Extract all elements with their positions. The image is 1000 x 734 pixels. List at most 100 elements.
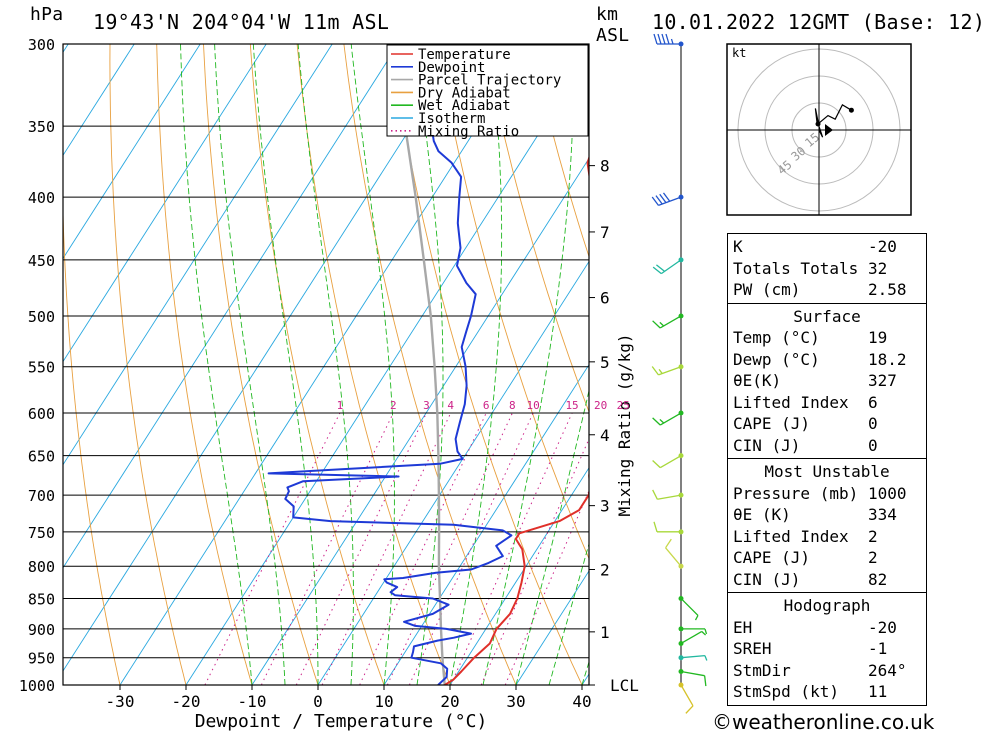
dewpoint-line bbox=[267, 44, 514, 685]
isobar-lines bbox=[63, 43, 589, 686]
wind-barb-half-flag bbox=[694, 615, 699, 621]
height-ref-label: ASL bbox=[596, 25, 630, 46]
general-indices-box: K -20 Totals Totals 32 PW (cm) 2.58 bbox=[727, 233, 927, 304]
wind-barb-half-flag bbox=[701, 631, 707, 636]
most-unstable-indices-box: Most Unstable Pressure (mb) 1000 θE (K) 334… bbox=[727, 458, 927, 593]
wind-barb-half-flag bbox=[659, 418, 665, 424]
most-unstable-section-title: Most Unstable bbox=[764, 462, 890, 481]
wind-barb bbox=[653, 33, 684, 47]
pressure-tick-label: 850 bbox=[28, 590, 55, 608]
wind-barb-half-flag bbox=[704, 655, 708, 661]
pressure-tick-label: 400 bbox=[28, 189, 55, 207]
wind-barb-flag bbox=[657, 33, 662, 45]
wind-barb-flag bbox=[651, 196, 659, 206]
isotherm-line bbox=[449, 466, 589, 685]
index-value: 32 bbox=[868, 258, 888, 278]
isotherm-line bbox=[515, 570, 589, 685]
wind-barb-staff bbox=[680, 670, 705, 677]
surface-section-title: Surface bbox=[793, 306, 861, 326]
x-tick-label: -10 bbox=[238, 692, 267, 711]
wind-barb-staff bbox=[659, 455, 682, 469]
x-axis-title: Dewpoint / Temperature (°C) bbox=[195, 711, 488, 732]
pressure-tick-label: 900 bbox=[28, 621, 55, 639]
wind-barb bbox=[665, 538, 684, 569]
pressure-tick-label: 550 bbox=[28, 359, 55, 377]
wind-barb bbox=[678, 626, 708, 635]
index-label: CIN (J) bbox=[733, 435, 801, 455]
temperature-line bbox=[444, 155, 589, 685]
mixing-ratio-line bbox=[204, 412, 341, 685]
isotherm-line bbox=[63, 44, 465, 672]
x-tick-label: -20 bbox=[172, 692, 201, 711]
wind-barb-flag bbox=[685, 705, 694, 714]
x-tick-label: 20 bbox=[440, 692, 459, 711]
index-value: 11 bbox=[868, 682, 888, 701]
hodograph-end-dot bbox=[848, 107, 854, 113]
isotherm-line bbox=[63, 44, 135, 157]
mixing-ratio-label: 2 bbox=[390, 399, 397, 412]
mixing-ratio-label: 15 bbox=[565, 399, 578, 412]
index-row: Lifted Index 2 bbox=[728, 526, 926, 548]
surface-indices-box: Surface Temp (°C) 19 Dewp (°C) 18.2 θE(K) 327… bbox=[727, 302, 927, 459]
wind-barb bbox=[652, 453, 684, 469]
index-row: CIN (J) 0 bbox=[728, 435, 926, 457]
wet-adiabat-line bbox=[297, 44, 354, 685]
wind-barb-staff bbox=[680, 654, 705, 659]
mixing-ratio-axis-title: Mixing Ratio (g/kg) bbox=[615, 333, 634, 516]
index-label: SREH bbox=[733, 639, 772, 658]
wind-barb-flag bbox=[703, 675, 707, 687]
wind-barb bbox=[652, 410, 684, 426]
index-value: 82 bbox=[868, 569, 888, 589]
wind-barb bbox=[652, 489, 684, 500]
wind-barb-column bbox=[651, 33, 708, 714]
wind-barb-staff bbox=[680, 598, 699, 616]
legend-entry: Temperature bbox=[418, 47, 511, 63]
legend-entry: Wet Adiabat bbox=[418, 98, 511, 114]
pressure-tick-label: 500 bbox=[28, 308, 55, 326]
wind-barb-staff bbox=[680, 684, 694, 707]
pressure-tick-label: 1000 bbox=[19, 677, 55, 695]
isotherm-line bbox=[0, 44, 2, 685]
index-value: -1 bbox=[868, 639, 888, 658]
hodograph-start-dot bbox=[815, 121, 821, 127]
wind-barb bbox=[651, 192, 684, 206]
pressure-tick-label: 600 bbox=[28, 405, 55, 423]
isotherm-line bbox=[119, 44, 531, 685]
pressure-tick-label: 300 bbox=[28, 36, 55, 54]
pressure-tick-label: 350 bbox=[28, 118, 55, 136]
index-label: StmDir bbox=[733, 660, 791, 680]
mixing-ratio-line bbox=[295, 412, 427, 685]
mixing-ratio-label: 8 bbox=[509, 399, 516, 412]
height-tick-label: 5 bbox=[600, 353, 610, 372]
wet-adiabat-line bbox=[548, 542, 589, 685]
isotherm-line bbox=[63, 44, 201, 260]
datetime-title: 10.01.2022 12GMT (Base: 12) bbox=[652, 10, 986, 34]
pressure-tick-label: 450 bbox=[28, 252, 55, 270]
index-label: EH bbox=[733, 617, 753, 637]
dry-adiabat-line bbox=[390, 44, 583, 685]
wind-barb-flag bbox=[655, 195, 663, 205]
wind-barb-flag bbox=[651, 366, 659, 376]
index-label: Lifted Index bbox=[733, 526, 849, 546]
legend-box bbox=[386, 44, 589, 137]
mixing-ratio-label: 4 bbox=[447, 399, 454, 412]
isotherm-line bbox=[383, 363, 589, 685]
index-label: Pressure (mb) bbox=[733, 483, 859, 503]
pressure-tick-label: 650 bbox=[28, 448, 55, 466]
index-row: θE (K) 334 bbox=[728, 504, 926, 526]
dry-adiabat-line bbox=[296, 44, 451, 685]
wind-barb-half-flag bbox=[658, 368, 663, 374]
hodograph-indices-box: Hodograph EH -20 SREH -1 StmDir 264° StmSpd (k… bbox=[727, 592, 927, 706]
index-label: PW (cm) bbox=[733, 280, 801, 299]
legend-entry: Isotherm bbox=[418, 111, 485, 127]
wind-barb bbox=[678, 669, 707, 687]
index-value: 1000 bbox=[868, 483, 907, 503]
wind-barb-flag bbox=[656, 264, 666, 272]
x-tick-label: 10 bbox=[374, 692, 393, 711]
index-value: 2 bbox=[868, 548, 878, 567]
index-value: 0 bbox=[868, 414, 878, 433]
index-value: 2.58 bbox=[868, 280, 907, 299]
wind-barb-flag bbox=[662, 192, 671, 202]
mixing-ratio-label: 20 bbox=[594, 399, 607, 412]
